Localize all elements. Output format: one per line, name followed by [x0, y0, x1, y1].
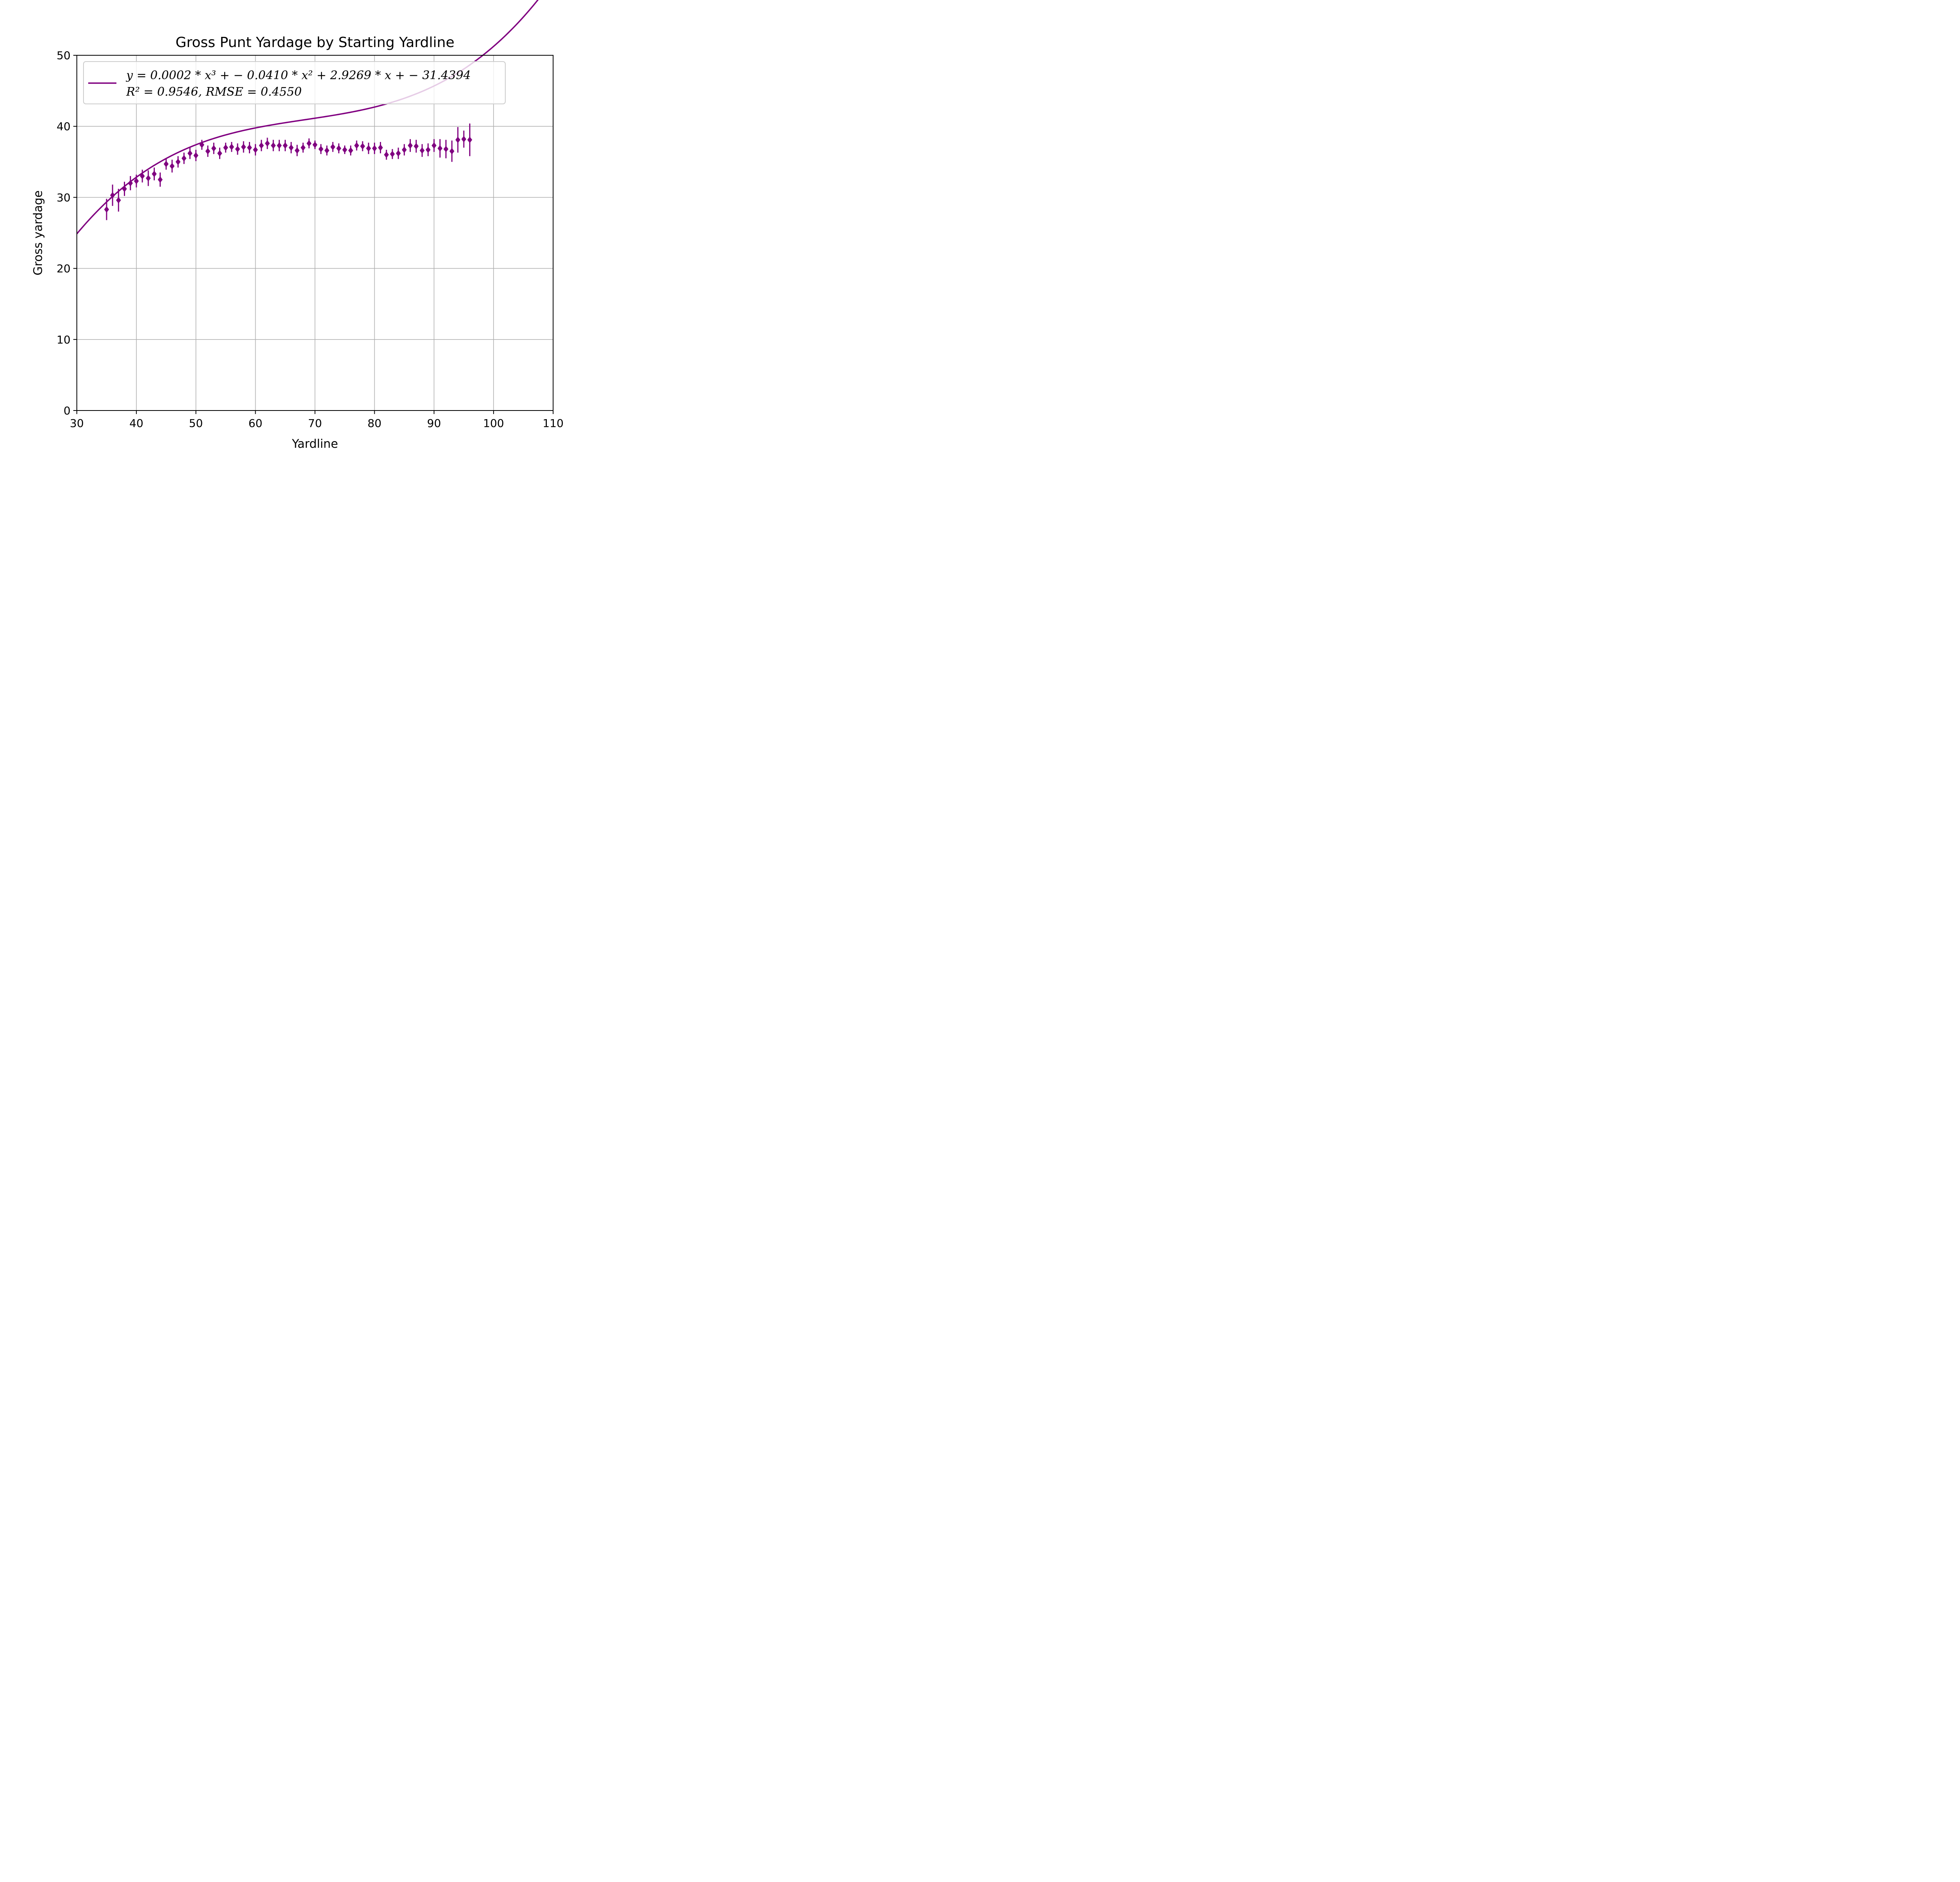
y-tick-label: 20: [56, 262, 71, 275]
data-point: [277, 142, 282, 149]
y-tick-label: 0: [64, 404, 71, 417]
data-point: [378, 144, 383, 151]
data-point: [312, 141, 318, 148]
x-tick-label: 70: [308, 417, 322, 430]
data-point: [175, 158, 181, 165]
data-point: [336, 145, 341, 152]
data-point: [348, 147, 353, 154]
data-point: [342, 146, 347, 153]
y-axis-ticks: 0 10 20 30 40 50: [56, 49, 77, 417]
x-axis-ticks: 30 40 50 60 70 80 90 100 110: [70, 411, 564, 430]
data-point: [270, 142, 276, 149]
data-point: [455, 136, 461, 143]
y-tick-label: 30: [56, 191, 71, 204]
x-axis-label: Yardline: [292, 437, 338, 451]
x-tick-label: 30: [70, 417, 84, 430]
data-point: [425, 146, 431, 153]
data-point: [294, 147, 300, 154]
data-point: [461, 136, 466, 143]
data-point: [384, 151, 389, 158]
data-point: [229, 144, 234, 151]
x-tick-label: 60: [249, 417, 263, 430]
data-point: [360, 143, 365, 150]
data-point: [205, 148, 211, 154]
data-point: [408, 142, 413, 149]
data-point: [253, 146, 258, 153]
data-point: [437, 145, 443, 152]
chart-title: Gross Punt Yardage by Starting Yardline: [176, 35, 455, 51]
data-point: [259, 142, 264, 149]
data-point: [318, 145, 323, 153]
data-point: [235, 145, 240, 153]
chart-figure: 30 40 50 60 70 80 90 100 110 0 10 20 30 40 50 Gross P…: [0, 0, 608, 456]
data-point: [152, 171, 157, 177]
data-point: [402, 146, 407, 153]
y-tick-label: 10: [56, 333, 71, 346]
x-tick-label: 50: [189, 417, 203, 430]
data-point: [372, 145, 377, 152]
data-point: [140, 173, 145, 180]
x-tick-label: 90: [427, 417, 441, 430]
data-point: [134, 178, 139, 185]
legend: y = 0.0002 * x³ + − 0.0410 * x² + 2.9269…: [83, 61, 506, 104]
y-axis-label: Gross yardage: [31, 191, 45, 276]
data-point: [247, 144, 252, 151]
data-point: [330, 144, 336, 151]
data-point: [122, 185, 127, 192]
legend-box: [83, 61, 506, 104]
data-point: [104, 206, 109, 213]
data-point: [223, 144, 228, 151]
data-point: [158, 176, 163, 183]
x-tick-label: 80: [368, 417, 382, 430]
data-point: [146, 175, 151, 182]
data-point: [307, 140, 312, 147]
legend-equation: y = 0.0002 * x³ + − 0.0410 * x² + 2.9269…: [125, 69, 471, 82]
legend-fit-stats: R² = 0.9546, RMSE = 0.4550: [126, 85, 302, 99]
data-point: [163, 160, 169, 167]
data-point: [128, 180, 133, 187]
y-tick-label: 50: [56, 49, 71, 62]
data-point: [241, 144, 246, 151]
data-point: [432, 142, 437, 149]
data-point: [396, 150, 401, 157]
data-point: [217, 150, 222, 157]
x-tick-label: 40: [129, 417, 143, 430]
data-point: [366, 145, 371, 152]
data-point: [467, 136, 472, 143]
data-point: [193, 152, 198, 159]
data-point: [414, 143, 419, 150]
data-point: [199, 141, 205, 148]
data-point: [181, 155, 187, 162]
data-point: [211, 145, 216, 152]
data-point: [449, 148, 455, 154]
data-point: [289, 144, 294, 151]
data-point: [354, 142, 359, 149]
data-point: [187, 150, 192, 157]
y-tick-label: 40: [56, 120, 71, 133]
data-point: [390, 151, 395, 158]
data-point: [116, 197, 121, 203]
data-point: [265, 140, 270, 147]
data-point: [443, 145, 448, 153]
data-point: [300, 144, 306, 151]
data-point: [324, 147, 330, 154]
data-point: [283, 142, 288, 149]
x-tick-label: 110: [543, 417, 563, 430]
x-tick-label: 100: [483, 417, 504, 430]
data-point: [419, 147, 425, 154]
data-point: [169, 163, 175, 170]
data-points-layer: [104, 123, 472, 220]
data-point: [110, 192, 115, 199]
